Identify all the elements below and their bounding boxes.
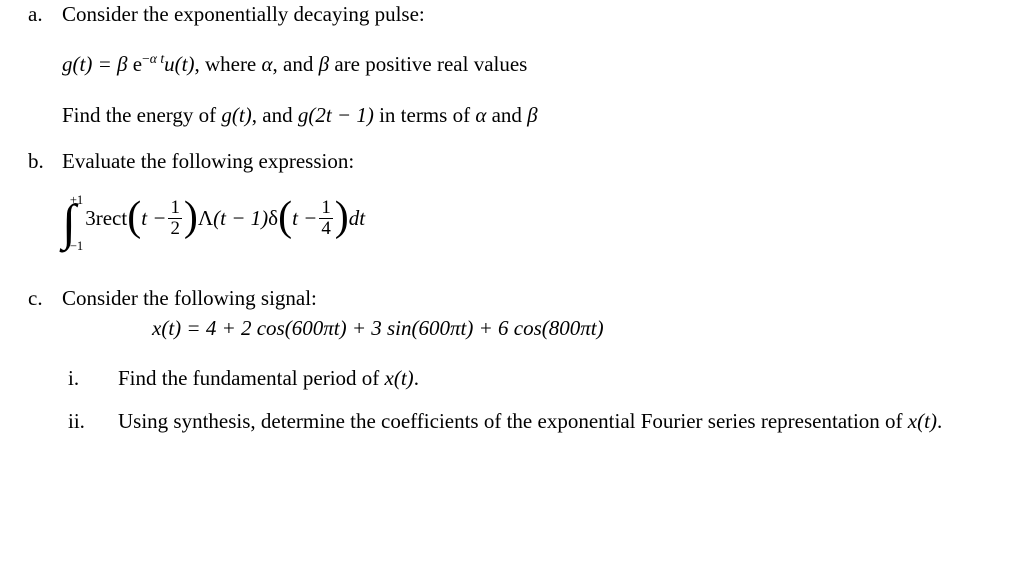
- rparen2: ): [335, 196, 349, 238]
- one-half: 1 2: [168, 199, 181, 239]
- where-post: are positive real values: [329, 52, 527, 76]
- exp-neg: −: [142, 51, 150, 66]
- g-eq-lhs: g(t) =: [62, 52, 117, 76]
- c-i-x: x(t): [385, 366, 414, 390]
- item-b-marker: b.: [28, 147, 62, 266]
- dt: dt: [349, 204, 365, 232]
- beta2: β: [319, 52, 329, 76]
- beta: β: [117, 52, 127, 76]
- beta3: β: [527, 103, 537, 127]
- item-c-ii-text: Using synthesis, determine the coefficie…: [118, 407, 996, 435]
- find-and: and: [486, 103, 527, 127]
- c-ii-x: x(t): [908, 409, 937, 433]
- find-mid: , and: [252, 103, 298, 127]
- item-a-intro: Consider the exponentially decaying puls…: [62, 0, 996, 28]
- t-minus-1: t −: [141, 204, 166, 232]
- rect-fn: rect: [96, 204, 127, 232]
- delta-fn: δ: [268, 204, 278, 232]
- u-of-t: u(t): [164, 52, 194, 76]
- where-pre: , where: [194, 52, 261, 76]
- triangle-fn: Λ: [198, 204, 213, 232]
- item-a-marker: a.: [28, 0, 62, 129]
- c-i-pre: Find the fundamental period of: [118, 366, 385, 390]
- g-shift: g(2t − 1): [298, 103, 374, 127]
- integral-sign: ∫: [62, 197, 76, 247]
- q-d: 4: [319, 218, 332, 239]
- half-d: 2: [168, 218, 181, 239]
- exp-alpha: α: [150, 51, 157, 66]
- lparen1: (: [127, 196, 141, 238]
- alpha: α: [262, 52, 273, 76]
- q-n: 1: [319, 199, 332, 218]
- c-ii-post: .: [937, 409, 942, 433]
- item-c-ii-marker: ii.: [62, 407, 118, 435]
- find-post1: in terms of: [374, 103, 475, 127]
- rparen1: ): [184, 196, 198, 238]
- item-b-intro: Evaluate the following expression:: [62, 147, 996, 175]
- half-n: 1: [168, 199, 181, 218]
- item-c-signal: x(t) = 4 + 2 cos(600πt) + 3 sin(600πt) +…: [62, 314, 996, 342]
- g-of-t: g(t): [221, 103, 251, 127]
- item-c-i-marker: i.: [62, 364, 118, 392]
- item-a-equation: g(t) = β e−α tu(t), where α, and β are p…: [62, 50, 996, 78]
- alpha2: α: [475, 103, 486, 127]
- three: 3: [85, 204, 96, 232]
- where-mid: , and: [273, 52, 319, 76]
- t-shift: (t − 1): [213, 204, 268, 232]
- t-minus-2: t −: [292, 204, 317, 232]
- c-i-post: .: [414, 366, 419, 390]
- one-quarter: 1 4: [319, 199, 332, 239]
- lparen2: (: [278, 196, 292, 238]
- item-c-marker: c.: [28, 284, 62, 435]
- item-c-intro: Consider the following signal:: [62, 284, 996, 312]
- item-a-find: Find the energy of g(t), and g(2t − 1) i…: [62, 101, 996, 129]
- find-pre: Find the energy of: [62, 103, 221, 127]
- item-c-i-text: Find the fundamental period of x(t).: [118, 364, 996, 392]
- e-base: e: [133, 52, 142, 76]
- c-ii-pre: Using synthesis, determine the coefficie…: [118, 409, 908, 433]
- item-b-integral: ∫ +1 −1 3 rect ( t − 1 2 ) Λ (t − 1) δ: [62, 193, 365, 243]
